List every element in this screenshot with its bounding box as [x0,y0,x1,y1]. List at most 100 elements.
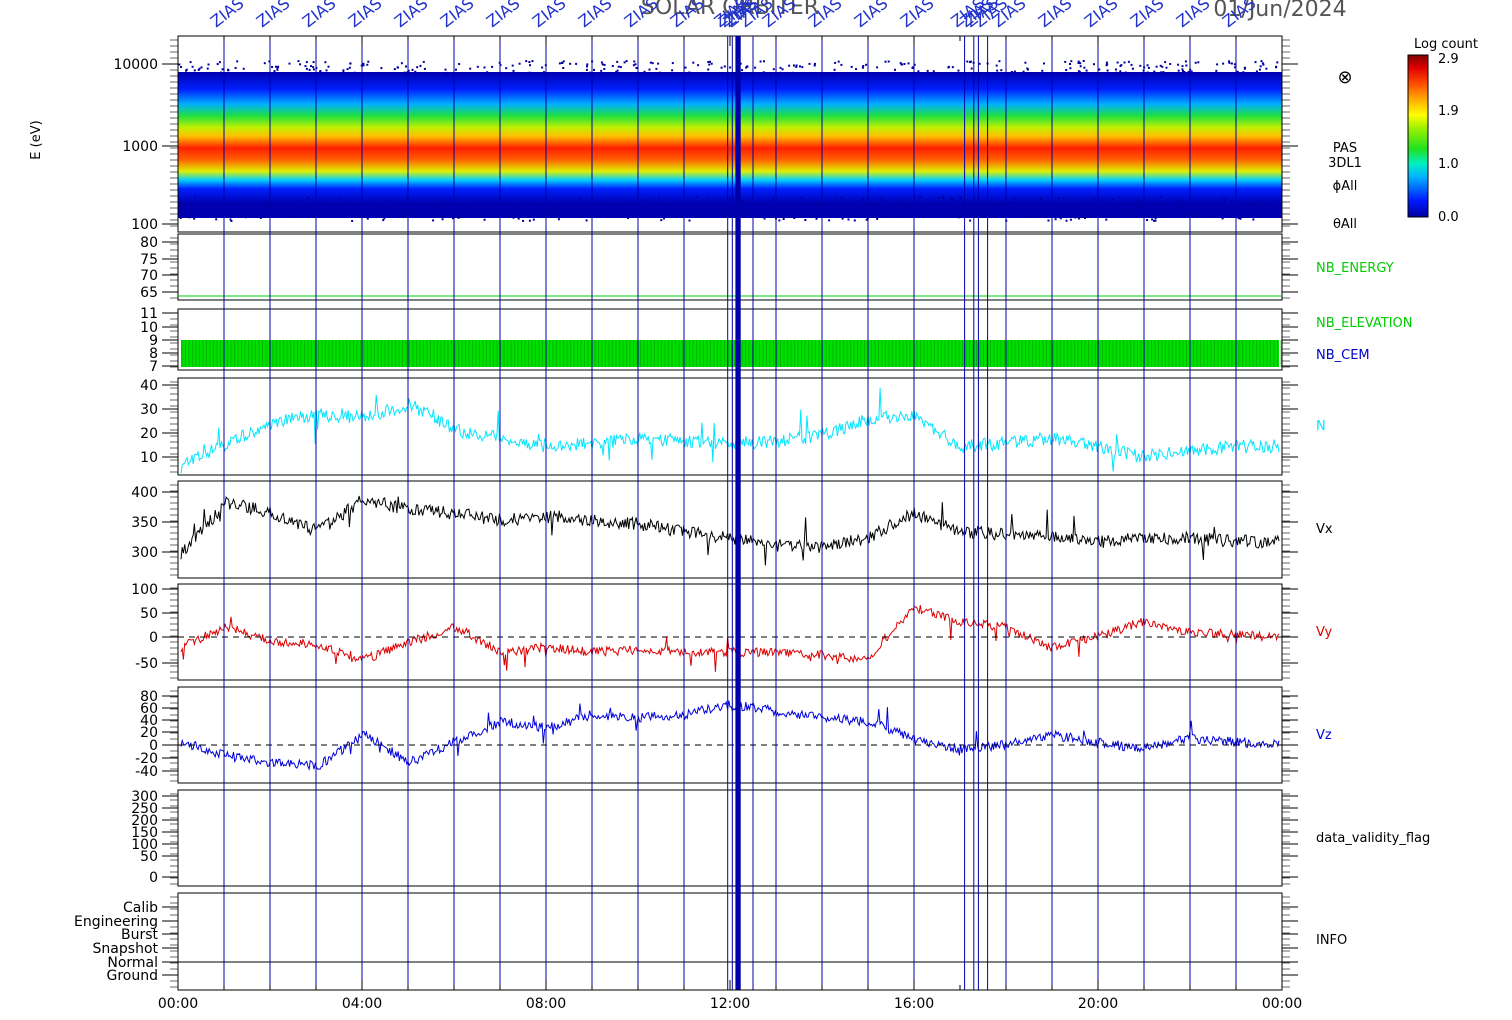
spectrogram-speckle-dot [1146,219,1149,221]
spectrogram-speckle-dot [864,204,867,206]
spectrogram-speckle-dot [435,207,438,209]
spectrogram-speckle-dot [348,66,351,69]
spectrogram-speckle-dot [976,201,979,204]
spectrogram-speckle-dot [440,201,443,204]
spectrogram-speckle-dot [337,197,340,200]
spectrogram-speckle-dot [595,202,598,205]
spectrogram-speckle-dot [512,69,515,72]
spectrogram-speckle-dot [899,62,902,65]
spectrogram-speckle-dot [688,71,691,74]
spectrogram-speckle-dot [669,72,672,75]
spectrogram-speckle-dot [1235,215,1238,218]
spectrogram-speckle-dot [445,71,448,74]
spectrogram-speckle-dot [958,215,961,218]
spectrogram-speckle-dot [1074,216,1077,219]
spectrogram-speckle-dot [1265,67,1268,70]
spectrogram-speckle-dot [1143,205,1146,208]
spectrogram-speckle-dot [913,63,916,66]
spectrogram-speckle-dot [754,208,756,211]
spectrogram-speckle-dot [1230,62,1233,65]
spectrogram-ylabel: E (eV) [29,120,44,159]
spectrogram-speckle-dot [517,217,520,220]
spectrogram-speckle-dot [1093,198,1096,201]
spectrogram-speckle-dot [1165,66,1168,69]
spectrogram-speckle-dot [1177,69,1180,72]
spectrogram-speckle-dot [284,210,287,213]
label-vx: Vx [1316,522,1333,537]
spectrogram-speckle-dot [879,208,882,211]
series-line-vx [180,495,1280,566]
spectrogram-speckle-dot [1027,73,1030,76]
spectrogram-speckle-dot [476,65,479,68]
spectrogram-speckle-dot [400,62,403,65]
spectrogram-speckle-dot [1262,63,1265,66]
y-tick-label: 65 [140,285,158,301]
spectrogram-speckle-dot [337,205,340,208]
panel-frame-validity [177,789,1283,887]
spectrogram-band [178,72,1282,218]
spectrogram-speckle-dot [588,211,591,214]
spectrogram-speckle-dot [308,68,311,71]
spectrogram-speckle-dot [950,197,953,200]
spectrogram-speckle-dot [227,203,230,206]
spectrogram-speckle-dot [1184,213,1187,216]
spectrogram-speckle-dot [873,206,876,209]
spectrogram-speckle-dot [864,211,867,214]
spectrogram-speckle-dot [542,209,545,212]
spectrogram-speckle-dot [178,63,181,66]
spectrogram-speckle-dot [980,72,983,74]
spectrogram-speckle-dot [469,67,472,70]
spectrogram-speckle-dot [342,71,345,74]
spectrogram-speckle-dot [965,211,968,214]
spectrogram-speckle-dot [793,64,795,67]
spectrogram-speckle-dot [729,66,732,69]
spectrogram-speckle-dot [1177,63,1180,66]
spectrogram-speckle-dot [837,60,840,63]
spectrogram-speckle-dot [1260,60,1263,63]
spectrogram-speckle-dot [847,218,850,221]
spectrogram-speckle-dot [1254,61,1257,64]
spectrogram-speckle-dot [268,214,271,217]
spectrogram-speckle-dot [366,63,369,66]
spectrogram-speckle-dot [648,68,651,71]
spectrogram-speckle-dot [1028,211,1031,214]
spectrogram-speckle-dot [1213,203,1216,206]
spectrogram-speckle-dot [921,205,924,208]
spectrogram-speckle-dot [1058,196,1061,199]
spectrogram-speckle-dot [1070,60,1073,63]
spectrogram-speckle-dot [297,60,300,63]
spectrogram-speckle-dot [770,73,773,76]
spectrogram-speckle-dot [190,200,193,203]
spectrogram-speckle-dot [586,65,588,68]
spectrogram-speckle-dot [890,73,893,76]
spectrogram-speckle-dot [942,196,945,199]
spectrogram-speckle-dot [1024,61,1027,64]
spectrogram-speckle-dot [1043,62,1045,65]
spectrogram-speckle-dot [887,215,890,218]
spectrogram-speckle-dot [230,220,233,222]
spectrogram-speckle-dot [815,200,818,203]
spectrogram-speckle-dot [190,212,193,214]
spectrogram-speckle-dot [215,218,218,221]
spectrogram-speckle-dot [1065,69,1068,71]
spectrogram-speckle-dot [813,64,816,67]
spectrogram-speckle-dot [1093,63,1095,66]
spectrogram-speckle-dot [218,61,221,64]
spectrogram-speckle-dot [458,63,461,65]
spectrogram-speckle-dot [1182,70,1184,73]
spectrogram-speckle-dot [459,209,461,212]
spectrogram-speckle-dot [203,211,205,214]
spectrogram-speckle-dot [651,62,654,65]
spectrogram-speckle-dot [383,217,386,220]
spectrogram-speckle-dot [846,200,848,203]
spectrogram-speckle-dot [1181,68,1184,71]
spectrogram-speckle-dot [529,64,531,67]
spectrogram-speckle-dot [876,218,879,220]
spectrogram-speckle-dot [617,65,620,68]
spectrogram-speckle-dot [405,65,407,68]
spectrogram-speckle-dot [1268,207,1271,210]
spectrogram-speckle-dot [585,68,588,71]
spectrogram-speckle-dot [799,65,801,68]
spectrogram-speckle-dot [814,62,816,65]
spectrogram-speckle-dot [1066,72,1069,75]
